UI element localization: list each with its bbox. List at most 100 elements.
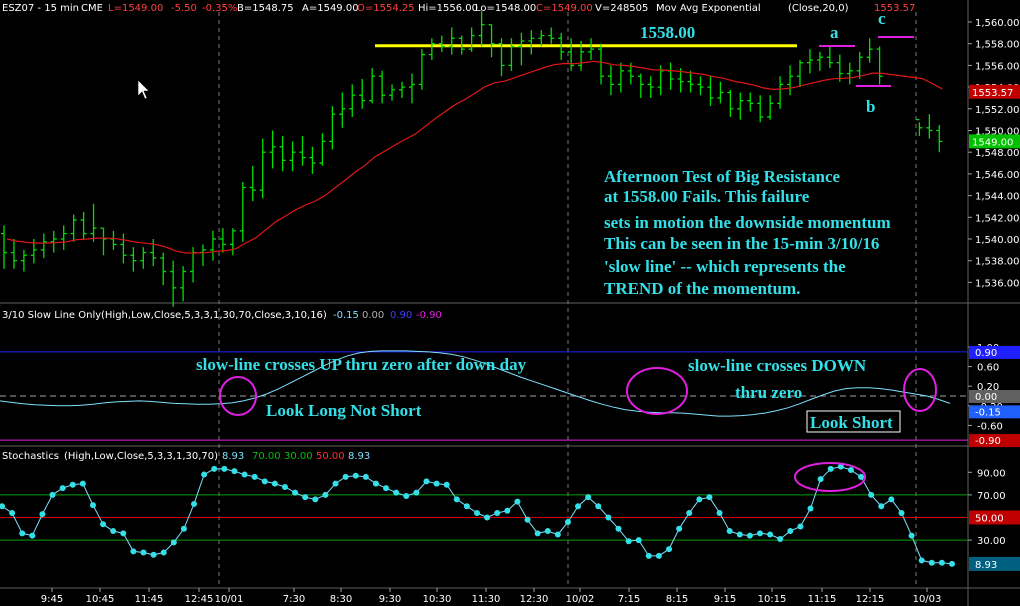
stoch-point (120, 530, 127, 537)
stoch-point (251, 473, 258, 480)
price-bar (160, 252, 167, 286)
price-tick-label: 1,542.00 (975, 213, 1020, 224)
stoch-value-tag (969, 556, 1020, 571)
price-bar (508, 38, 515, 71)
stoch-point (797, 523, 804, 530)
stoch-oversold: 30.00 (284, 451, 313, 462)
slow-tag-label: 0.90 (975, 348, 997, 359)
price-bar (737, 92, 744, 120)
price-bar (598, 43, 604, 85)
slow-tag (969, 434, 1020, 448)
price-bar (458, 35, 465, 55)
price-bar (438, 35, 445, 52)
stoch-point (59, 485, 66, 492)
stoch-point (0, 503, 5, 510)
price-bar (846, 62, 853, 85)
stoch-axis: 90.00 70.00 30.00 50.00 8.93 (968, 468, 1020, 571)
stoch-point (726, 528, 733, 535)
stoch-point (69, 481, 76, 488)
price-bar (836, 54, 843, 82)
slow-tag (969, 390, 1020, 403)
price-bar (747, 92, 754, 112)
slow-header: 3/10 Slow Line Only (High,Low,Close,5,3,… (2, 310, 442, 321)
slow-tag-label: 0.00 (975, 392, 997, 403)
time-tick-label: 12:45 (185, 594, 214, 605)
stoch-point (211, 465, 218, 472)
stoch-point (554, 531, 561, 538)
price-bar (936, 125, 943, 153)
open-price: O=1554.25 (357, 3, 415, 14)
slow-tick-label: 0.20 (977, 382, 999, 393)
stoch-point (504, 507, 511, 514)
stoch-point (736, 531, 743, 538)
stoch-point (312, 496, 319, 503)
stoch-point (322, 491, 329, 498)
slow-upper: 0.90 (390, 310, 412, 321)
stoch-point (898, 509, 905, 516)
time-tick-label: 10/03 (913, 594, 942, 605)
price-bar (1, 225, 7, 269)
ask-price: A=1549.00 (302, 3, 359, 14)
stoch-dots (0, 463, 955, 567)
marker-a-label: a (830, 23, 839, 42)
price-bar (379, 70, 386, 104)
slow-zero: 0.00 (362, 310, 384, 321)
time-tick-label: 7:30 (283, 594, 305, 605)
ma-price-tag-label: 1553.57 (972, 88, 1013, 99)
price-tick-label: 1,544.00 (975, 192, 1020, 203)
price-bar (289, 141, 296, 172)
commentary-line-3: sets in motion the downside momentum (604, 213, 891, 232)
price-bar (607, 65, 614, 96)
price-bar (468, 27, 475, 52)
price-bar (20, 249, 27, 272)
price-bar (389, 84, 396, 101)
cross-up-text: slow-line crosses UP thru zero after dow… (196, 355, 527, 374)
stoch-point (767, 531, 774, 538)
price-bar (767, 95, 774, 120)
price-bar (787, 65, 794, 96)
price-bar (418, 49, 425, 90)
stoch-point (696, 496, 703, 503)
price-bar (60, 225, 67, 250)
price-bar (797, 59, 803, 88)
price-bar (617, 62, 624, 93)
price-bar (448, 27, 455, 55)
price-bar (319, 133, 326, 166)
time-tick-label: 10:15 (758, 594, 787, 605)
recent-cross-circle (903, 368, 937, 412)
price-bar (399, 81, 405, 98)
stoch-point (918, 557, 925, 564)
slow-tag-label: -0.90 (975, 436, 1001, 447)
price-tick-label: 1,560.00 (975, 18, 1020, 29)
price-bar (209, 230, 216, 261)
price-bar (329, 106, 336, 150)
stoch-header: Stochastics (High,Low,Close,5,3,3,1,30,7… (2, 451, 370, 462)
stoch-point (534, 530, 541, 537)
stoch-point (746, 532, 753, 539)
time-axis: 9:45 10:45 11:45 12:45 10/01 7:30 8:30 9:30 10:3… (41, 588, 942, 605)
time-tick-label: 11:45 (135, 594, 164, 605)
price-bar (269, 130, 276, 169)
slow-label: 3/10 Slow Line Only (2, 310, 101, 321)
price-bar (100, 227, 107, 256)
price-bar (120, 233, 127, 264)
cross-down-circle (626, 367, 688, 415)
stoch-levels (0, 494, 968, 541)
price-bar (428, 38, 435, 60)
stoch-point (423, 478, 430, 485)
commentary-text: Afternoon Test of Big Resistance at 1558… (604, 167, 891, 298)
stoch-point (463, 503, 470, 510)
price-bar (90, 203, 97, 242)
stoch-point (110, 528, 117, 535)
stoch-point (160, 549, 167, 556)
price-bar (866, 38, 873, 63)
stoch-point (191, 500, 198, 507)
price-bar (359, 78, 366, 109)
price-bar (170, 260, 177, 307)
stoch-point (89, 502, 96, 509)
price-bar (717, 81, 724, 104)
price-bar (478, 11, 485, 47)
look-long-text: Look Long Not Short (266, 401, 422, 420)
price-tick-label: 1,548.00 (975, 148, 1020, 159)
